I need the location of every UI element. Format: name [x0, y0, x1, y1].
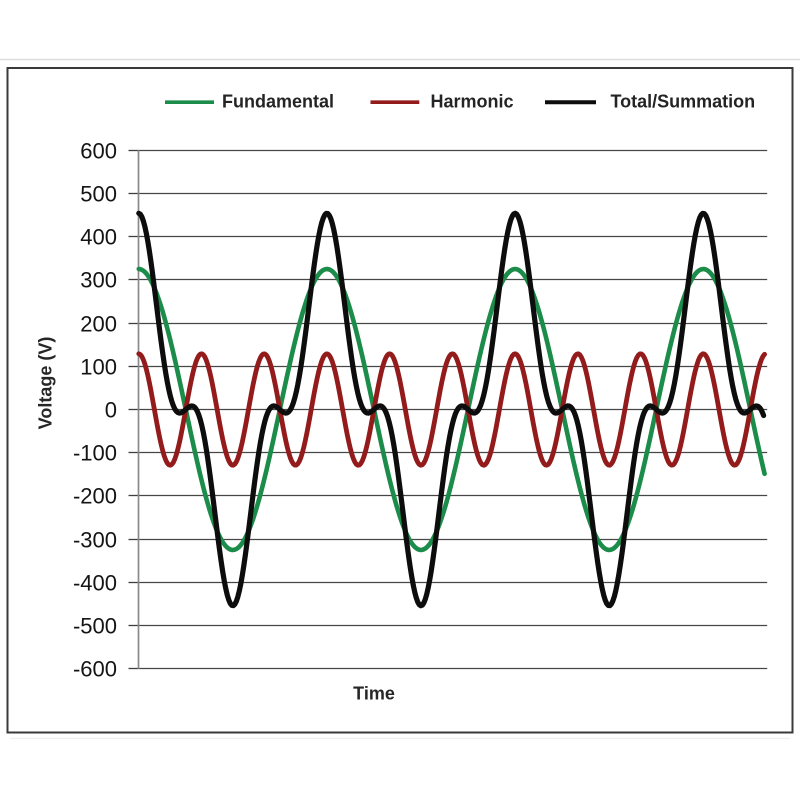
svg-text:Voltage (V): Voltage (V) — [36, 337, 56, 430]
svg-text:Harmonic: Harmonic — [431, 92, 514, 112]
svg-text:-400: -400 — [73, 571, 117, 596]
svg-text:-200: -200 — [73, 484, 117, 509]
svg-text:-100: -100 — [73, 441, 117, 466]
svg-text:0: 0 — [105, 398, 117, 423]
svg-text:Time: Time — [353, 683, 395, 703]
svg-text:300: 300 — [80, 268, 117, 293]
svg-text:600: 600 — [80, 139, 117, 164]
svg-text:400: 400 — [80, 225, 117, 250]
svg-text:200: 200 — [80, 312, 117, 337]
svg-text:100: 100 — [80, 355, 117, 380]
svg-text:-500: -500 — [73, 614, 117, 639]
svg-text:-600: -600 — [73, 657, 117, 682]
svg-text:Total/Summation: Total/Summation — [611, 92, 756, 112]
svg-text:500: 500 — [80, 182, 117, 207]
svg-text:-300: -300 — [73, 528, 117, 553]
svg-text:Fundamental: Fundamental — [222, 92, 334, 112]
